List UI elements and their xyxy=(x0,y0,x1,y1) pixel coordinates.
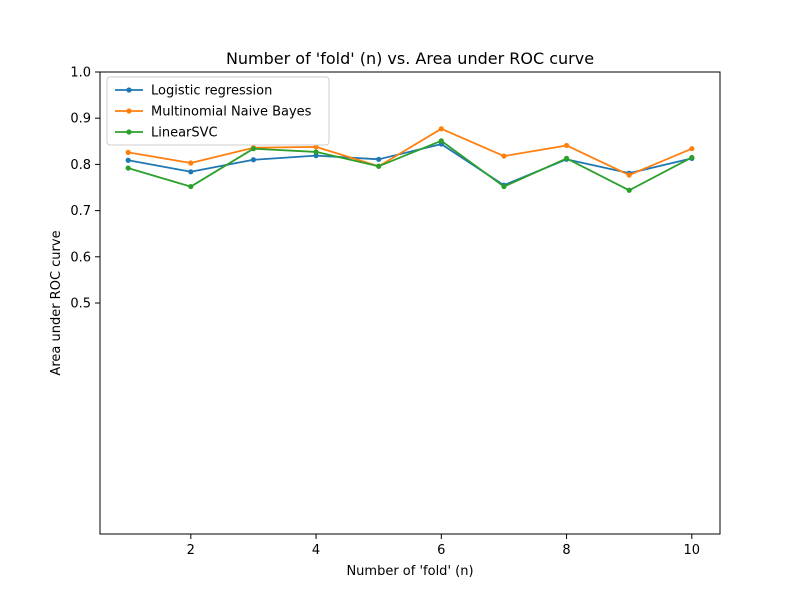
data-point xyxy=(125,157,131,163)
legend-item: Multinomial Naive Bayes xyxy=(115,105,312,120)
x-tick-label: 4 xyxy=(312,543,320,558)
data-point xyxy=(376,163,382,169)
series-line xyxy=(128,143,693,187)
data-point xyxy=(313,144,319,150)
data-point xyxy=(313,153,319,159)
data-point xyxy=(313,149,319,155)
y-axis-label: Area under ROC curve xyxy=(49,230,64,375)
x-tick-label: 10 xyxy=(684,543,701,558)
data-point xyxy=(188,183,194,190)
data-point xyxy=(626,172,632,178)
series-line xyxy=(128,127,693,176)
legend-swatch-marker xyxy=(126,108,132,114)
plot-area: 2 4 6 8 10 0.5 0.6 0.7 0.8 0.9 1.0 xyxy=(70,66,721,558)
legend-label: Multinomial Naive Bayes xyxy=(151,105,312,120)
series-layer xyxy=(125,126,695,193)
data-point xyxy=(689,146,695,152)
x-tick-label: 2 xyxy=(187,543,195,558)
y-tick-label: 0.6 xyxy=(70,250,91,265)
data-point xyxy=(250,146,257,152)
legend-box xyxy=(106,76,330,146)
data-point xyxy=(689,154,695,161)
data-point xyxy=(563,142,570,149)
legend-item: Logistic regression xyxy=(115,84,272,99)
data-point xyxy=(125,149,131,155)
x-axis-label: Number of 'fold' (n) xyxy=(346,564,473,579)
x-tick-label: 8 xyxy=(562,543,570,558)
x-axis-ticks: 2 4 6 8 10 xyxy=(187,534,700,558)
data-point xyxy=(501,153,507,159)
x-tick-label: 6 xyxy=(437,543,445,558)
legend-item: LinearSVC xyxy=(115,126,218,141)
y-tick-label: 0.5 xyxy=(70,297,91,312)
data-point xyxy=(250,157,257,163)
data-point xyxy=(188,169,194,175)
chart-title: Number of 'fold' (n) vs. Area under ROC … xyxy=(226,49,594,68)
series-2 xyxy=(125,138,695,193)
data-point xyxy=(376,156,382,162)
legend: Logistic regression Multinomial Naive Bay… xyxy=(106,76,330,146)
y-tick-label: 0.7 xyxy=(70,204,91,219)
legend-label: Logistic regression xyxy=(151,84,272,99)
y-tick-label: 0.8 xyxy=(70,158,91,173)
data-point xyxy=(188,160,194,166)
legend-swatch-marker xyxy=(126,87,132,93)
y-tick-label: 0.9 xyxy=(70,112,91,127)
data-point xyxy=(438,126,444,132)
data-point xyxy=(626,187,632,193)
axes-frame xyxy=(99,71,721,535)
y-tick-label: 1.0 xyxy=(70,66,91,81)
data-point xyxy=(563,155,570,161)
legend-swatch-marker xyxy=(126,129,132,135)
data-point xyxy=(438,138,444,144)
y-axis-ticks: 0.5 0.6 0.7 0.8 0.9 1.0 xyxy=(70,66,100,312)
data-point xyxy=(501,183,507,190)
legend-label: LinearSVC xyxy=(151,126,218,141)
data-point xyxy=(125,165,131,171)
series-line xyxy=(127,139,693,192)
